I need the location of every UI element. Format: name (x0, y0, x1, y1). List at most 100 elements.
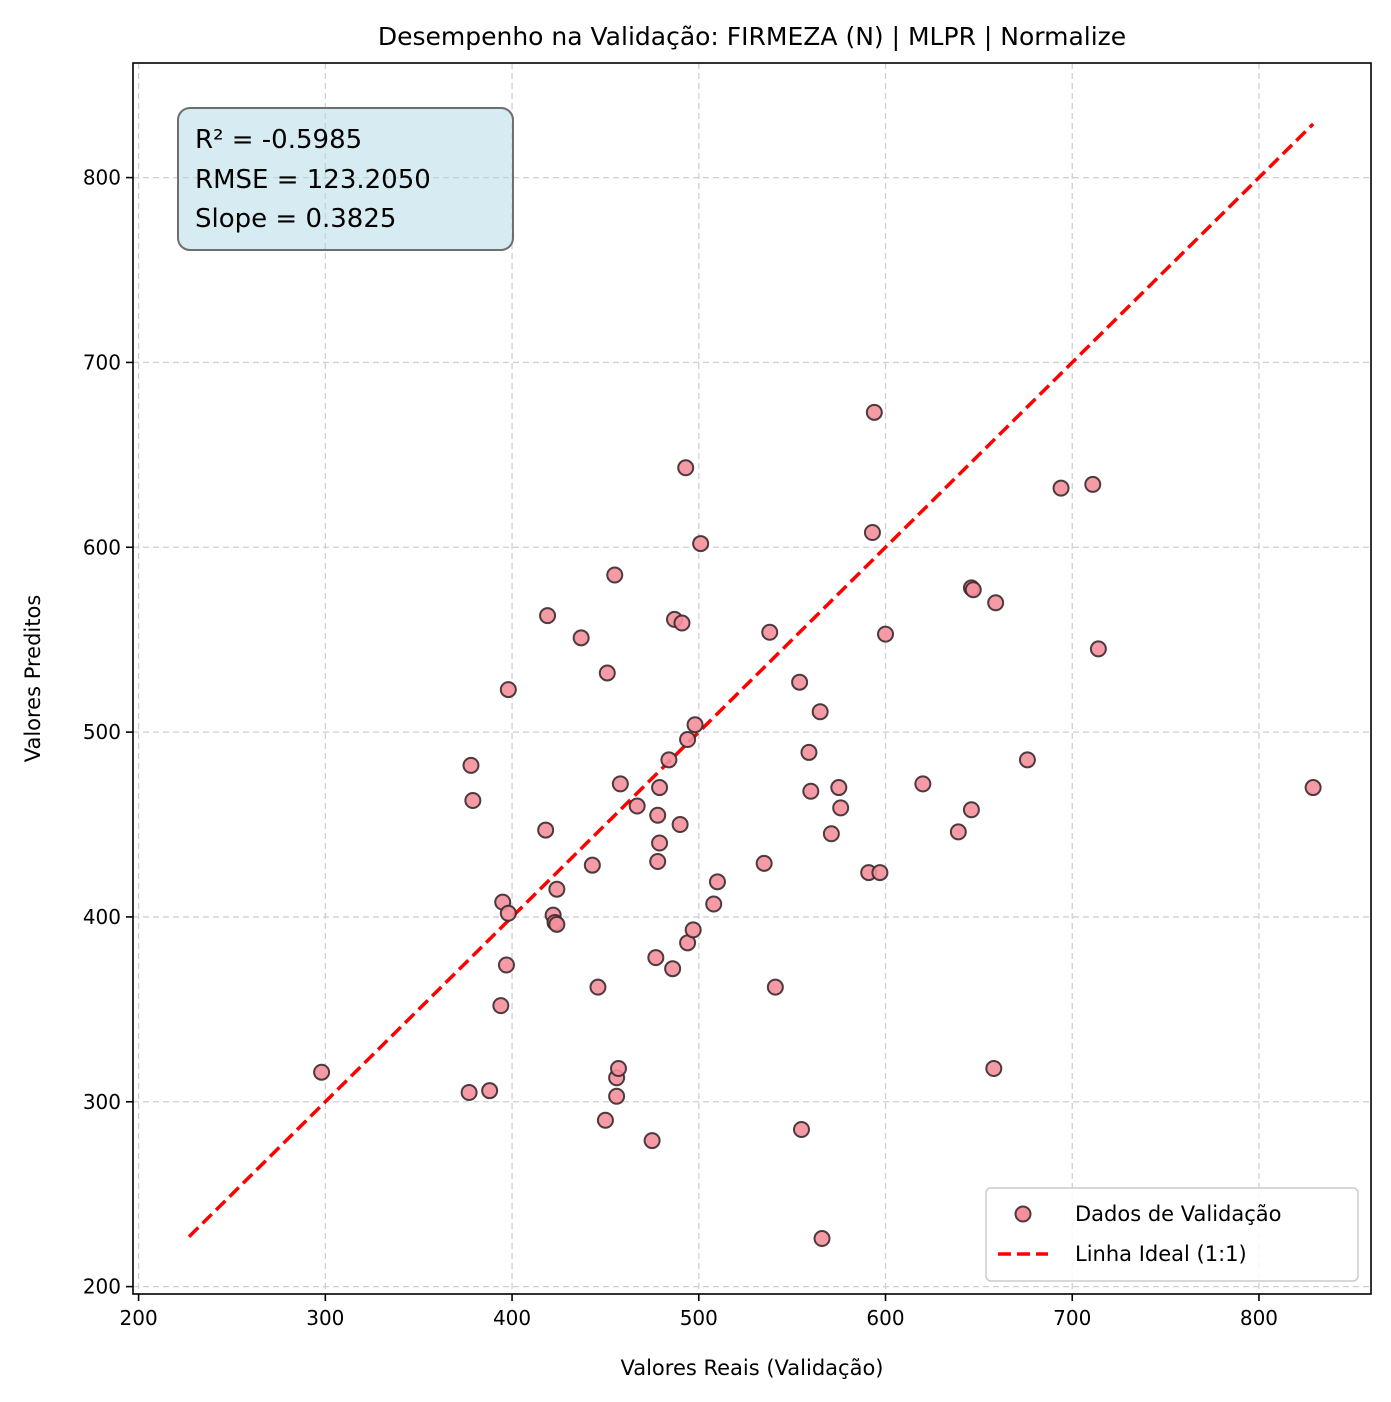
data-points (313, 403, 1322, 1248)
data-point (643, 1132, 661, 1150)
data-point (987, 594, 1005, 612)
data-point (660, 751, 678, 769)
ideal-line (187, 122, 1315, 1238)
data-point (1018, 751, 1036, 769)
stats-box-background (177, 107, 514, 251)
legend-label-scatter: Dados de Validação (1075, 1202, 1282, 1226)
x-tick-label: 700 (1053, 1306, 1091, 1330)
data-point (677, 459, 695, 477)
data-point (865, 403, 883, 421)
data-point (684, 921, 702, 939)
y-tick-label: 800 (83, 166, 121, 190)
data-point (492, 997, 510, 1015)
ideal-line-layer (187, 122, 1315, 1238)
data-point (964, 581, 982, 599)
x-tick-label: 600 (866, 1306, 904, 1330)
data-point (822, 825, 840, 843)
stats-rmse: RMSE = 123.2050 (195, 165, 431, 195)
data-point (611, 775, 629, 793)
data-point (755, 854, 773, 872)
data-point (802, 782, 820, 800)
data-point (651, 779, 669, 797)
data-point (985, 1060, 1003, 1078)
data-point (766, 978, 784, 996)
legend-scatter-marker (1014, 1205, 1032, 1223)
data-point (813, 1230, 831, 1248)
data-point (792, 1120, 810, 1138)
data-point (548, 880, 566, 898)
data-point (647, 949, 665, 967)
legend-label-ideal-line: Linha Ideal (1:1) (1075, 1242, 1247, 1266)
data-point (628, 797, 646, 815)
stats-slope: Slope = 0.3825 (195, 204, 396, 234)
data-point (608, 1087, 626, 1105)
data-point (686, 716, 704, 734)
data-point (606, 566, 624, 584)
data-point (572, 629, 590, 647)
x-tick-label: 500 (680, 1306, 718, 1330)
data-point (589, 978, 607, 996)
data-point (649, 806, 667, 824)
data-point (673, 614, 691, 632)
data-point (539, 607, 557, 625)
data-point (1084, 475, 1102, 493)
data-point (800, 743, 818, 761)
x-axis-label: Valores Reais (Validação) (620, 1356, 883, 1380)
data-point (664, 960, 682, 978)
x-tick-label: 200 (120, 1306, 158, 1330)
data-point (791, 673, 809, 691)
data-point (460, 1084, 478, 1102)
data-point (499, 904, 517, 922)
data-point (692, 535, 710, 553)
data-point (649, 852, 667, 870)
data-point (671, 816, 689, 834)
data-point (497, 956, 515, 974)
data-point (651, 834, 669, 852)
y-tick-label: 500 (83, 720, 121, 744)
x-tick-label: 300 (306, 1306, 344, 1330)
data-point (811, 703, 829, 721)
grid (133, 63, 1371, 1294)
stats-box: R² = -0.5985 RMSE = 123.2050 Slope = 0.3… (177, 107, 514, 251)
data-point (462, 756, 480, 774)
data-point (583, 856, 601, 874)
data-point (537, 821, 555, 839)
data-point (679, 730, 697, 748)
y-tick-label: 600 (83, 535, 121, 559)
chart-title: Desempenho na Validação: FIRMEZA (N) | M… (378, 22, 1126, 51)
y-tick-label: 300 (83, 1090, 121, 1114)
plot-frame (132, 62, 1372, 1295)
data-point (914, 775, 932, 793)
y-axis-ticks: 200 300 400 500 600 700 800 (83, 166, 133, 1299)
data-point (464, 791, 482, 809)
legend-frame (985, 1187, 1359, 1282)
y-axis-label: Valores Preditos (21, 595, 45, 763)
data-point (596, 1111, 614, 1129)
data-point (1052, 479, 1070, 497)
data-point (863, 523, 881, 541)
data-point (1304, 779, 1322, 797)
y-tick-label: 200 (83, 1275, 121, 1299)
data-point (548, 915, 566, 933)
data-point (877, 625, 895, 643)
data-point (313, 1063, 331, 1081)
x-tick-label: 400 (493, 1306, 531, 1330)
x-tick-label: 800 (1240, 1306, 1278, 1330)
data-point (1089, 640, 1107, 658)
data-point (708, 873, 726, 891)
data-point (871, 864, 889, 882)
data-point (499, 681, 517, 699)
y-tick-label: 400 (83, 905, 121, 929)
y-tick-label: 700 (83, 350, 121, 374)
data-point (962, 801, 980, 819)
data-point (705, 895, 723, 913)
data-point (761, 623, 779, 641)
data-point (609, 1060, 627, 1078)
data-point (949, 823, 967, 841)
x-axis-ticks: 200 300 400 500 600 700 800 (120, 1294, 1278, 1330)
data-point (830, 779, 848, 797)
legend: Dados de Validação Linha Ideal (1:1) (985, 1187, 1359, 1282)
data-point (481, 1082, 499, 1100)
data-point (598, 664, 616, 682)
